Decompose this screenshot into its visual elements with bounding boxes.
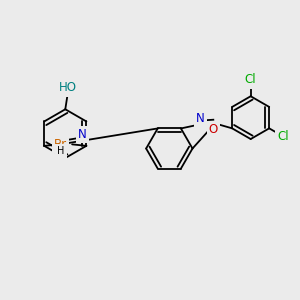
- Text: HO: HO: [59, 81, 77, 94]
- Text: N: N: [196, 112, 205, 125]
- Text: Cl: Cl: [278, 130, 289, 143]
- Text: Cl: Cl: [245, 74, 256, 86]
- Text: O: O: [209, 123, 218, 136]
- Text: N: N: [78, 128, 87, 141]
- Text: H: H: [57, 146, 64, 157]
- Text: Br: Br: [54, 138, 67, 151]
